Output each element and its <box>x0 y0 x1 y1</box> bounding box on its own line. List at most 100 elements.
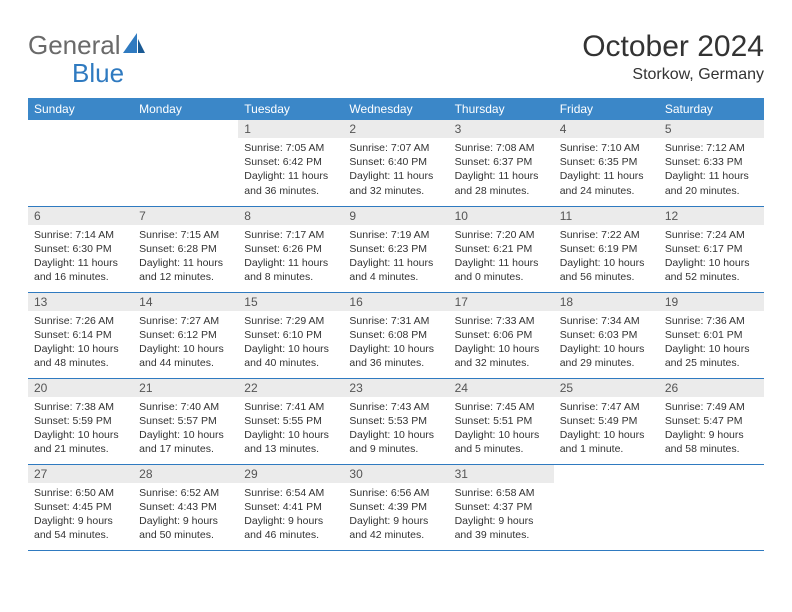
sunrise-text: Sunrise: 7:20 AM <box>455 228 548 242</box>
daylight-text: Daylight: 11 hours and 28 minutes. <box>455 169 548 197</box>
sunrise-text: Sunrise: 7:24 AM <box>665 228 758 242</box>
daylight-text: Daylight: 9 hours and 54 minutes. <box>34 514 127 542</box>
day-details: Sunrise: 6:52 AMSunset: 4:43 PMDaylight:… <box>133 483 238 547</box>
day-number: 16 <box>343 293 448 311</box>
day-details: Sunrise: 7:07 AMSunset: 6:40 PMDaylight:… <box>343 138 448 202</box>
day-details: Sunrise: 7:20 AMSunset: 6:21 PMDaylight:… <box>449 225 554 289</box>
calendar-day-cell: 5Sunrise: 7:12 AMSunset: 6:33 PMDaylight… <box>659 120 764 206</box>
sunrise-text: Sunrise: 7:27 AM <box>139 314 232 328</box>
daylight-text: Daylight: 10 hours and 5 minutes. <box>455 428 548 456</box>
calendar-day-cell: 7Sunrise: 7:15 AMSunset: 6:28 PMDaylight… <box>133 206 238 292</box>
sunrise-text: Sunrise: 7:07 AM <box>349 141 442 155</box>
day-details: Sunrise: 7:41 AMSunset: 5:55 PMDaylight:… <box>238 397 343 461</box>
daylight-text: Daylight: 10 hours and 48 minutes. <box>34 342 127 370</box>
calendar-day-cell: 27Sunrise: 6:50 AMSunset: 4:45 PMDayligh… <box>28 464 133 550</box>
sunset-text: Sunset: 6:08 PM <box>349 328 442 342</box>
day-details: Sunrise: 7:22 AMSunset: 6:19 PMDaylight:… <box>554 225 659 289</box>
sunset-text: Sunset: 5:53 PM <box>349 414 442 428</box>
daylight-text: Daylight: 11 hours and 24 minutes. <box>560 169 653 197</box>
header: General October 2024 Storkow, Germany <box>28 30 764 84</box>
day-number: 13 <box>28 293 133 311</box>
sunset-text: Sunset: 4:39 PM <box>349 500 442 514</box>
daylight-text: Daylight: 11 hours and 4 minutes. <box>349 256 442 284</box>
daylight-text: Daylight: 9 hours and 42 minutes. <box>349 514 442 542</box>
sunset-text: Sunset: 4:41 PM <box>244 500 337 514</box>
page-subtitle: Storkow, Germany <box>582 66 764 84</box>
day-number: 27 <box>28 465 133 483</box>
day-number: 25 <box>554 379 659 397</box>
calendar-day-cell: 25Sunrise: 7:47 AMSunset: 5:49 PMDayligh… <box>554 378 659 464</box>
sunset-text: Sunset: 6:35 PM <box>560 155 653 169</box>
sunset-text: Sunset: 6:10 PM <box>244 328 337 342</box>
day-details: Sunrise: 7:12 AMSunset: 6:33 PMDaylight:… <box>659 138 764 202</box>
calendar-day-cell: 20Sunrise: 7:38 AMSunset: 5:59 PMDayligh… <box>28 378 133 464</box>
calendar-day-cell: .. <box>133 120 238 206</box>
sunset-text: Sunset: 5:49 PM <box>560 414 653 428</box>
sunset-text: Sunset: 5:59 PM <box>34 414 127 428</box>
day-details: Sunrise: 7:29 AMSunset: 6:10 PMDaylight:… <box>238 311 343 375</box>
day-number: 21 <box>133 379 238 397</box>
sunset-text: Sunset: 6:14 PM <box>34 328 127 342</box>
calendar-day-cell: 29Sunrise: 6:54 AMSunset: 4:41 PMDayligh… <box>238 464 343 550</box>
page-title: October 2024 <box>582 30 764 64</box>
sunrise-text: Sunrise: 6:58 AM <box>455 486 548 500</box>
day-number: 12 <box>659 207 764 225</box>
calendar-day-cell: 16Sunrise: 7:31 AMSunset: 6:08 PMDayligh… <box>343 292 448 378</box>
calendar-day-cell: 24Sunrise: 7:45 AMSunset: 5:51 PMDayligh… <box>449 378 554 464</box>
day-details: Sunrise: 7:31 AMSunset: 6:08 PMDaylight:… <box>343 311 448 375</box>
sunset-text: Sunset: 6:03 PM <box>560 328 653 342</box>
calendar-day-cell: 3Sunrise: 7:08 AMSunset: 6:37 PMDaylight… <box>449 120 554 206</box>
daylight-text: Daylight: 10 hours and 9 minutes. <box>349 428 442 456</box>
day-number: 9 <box>343 207 448 225</box>
sunset-text: Sunset: 6:23 PM <box>349 242 442 256</box>
day-number: 2 <box>343 120 448 138</box>
day-details: Sunrise: 7:15 AMSunset: 6:28 PMDaylight:… <box>133 225 238 289</box>
daylight-text: Daylight: 11 hours and 8 minutes. <box>244 256 337 284</box>
day-number: 19 <box>659 293 764 311</box>
calendar-day-cell: 21Sunrise: 7:40 AMSunset: 5:57 PMDayligh… <box>133 378 238 464</box>
sunrise-text: Sunrise: 7:17 AM <box>244 228 337 242</box>
day-details: Sunrise: 7:17 AMSunset: 6:26 PMDaylight:… <box>238 225 343 289</box>
sunrise-text: Sunrise: 7:47 AM <box>560 400 653 414</box>
day-details: Sunrise: 7:34 AMSunset: 6:03 PMDaylight:… <box>554 311 659 375</box>
title-block: October 2024 Storkow, Germany <box>582 30 764 84</box>
daylight-text: Daylight: 10 hours and 21 minutes. <box>34 428 127 456</box>
calendar-week-row: 20Sunrise: 7:38 AMSunset: 5:59 PMDayligh… <box>28 378 764 464</box>
sunset-text: Sunset: 6:19 PM <box>560 242 653 256</box>
daylight-text: Daylight: 11 hours and 0 minutes. <box>455 256 548 284</box>
sunset-text: Sunset: 6:01 PM <box>665 328 758 342</box>
day-details: Sunrise: 7:47 AMSunset: 5:49 PMDaylight:… <box>554 397 659 461</box>
sunset-text: Sunset: 6:40 PM <box>349 155 442 169</box>
day-number: 7 <box>133 207 238 225</box>
sunset-text: Sunset: 4:37 PM <box>455 500 548 514</box>
calendar-day-cell: 14Sunrise: 7:27 AMSunset: 6:12 PMDayligh… <box>133 292 238 378</box>
calendar-day-cell: 15Sunrise: 7:29 AMSunset: 6:10 PMDayligh… <box>238 292 343 378</box>
day-details: Sunrise: 7:24 AMSunset: 6:17 PMDaylight:… <box>659 225 764 289</box>
sunrise-text: Sunrise: 7:08 AM <box>455 141 548 155</box>
calendar-week-row: 13Sunrise: 7:26 AMSunset: 6:14 PMDayligh… <box>28 292 764 378</box>
weekday-header: Tuesday <box>238 98 343 120</box>
day-details: Sunrise: 7:19 AMSunset: 6:23 PMDaylight:… <box>343 225 448 289</box>
sunset-text: Sunset: 5:51 PM <box>455 414 548 428</box>
daylight-text: Daylight: 10 hours and 32 minutes. <box>455 342 548 370</box>
sunrise-text: Sunrise: 7:15 AM <box>139 228 232 242</box>
logo-line2: Blue <box>28 58 124 89</box>
sunset-text: Sunset: 6:30 PM <box>34 242 127 256</box>
day-number: 14 <box>133 293 238 311</box>
sunset-text: Sunset: 6:12 PM <box>139 328 232 342</box>
day-number: 23 <box>343 379 448 397</box>
calendar-day-cell: 4Sunrise: 7:10 AMSunset: 6:35 PMDaylight… <box>554 120 659 206</box>
sunrise-text: Sunrise: 7:49 AM <box>665 400 758 414</box>
sunset-text: Sunset: 4:45 PM <box>34 500 127 514</box>
calendar-week-row: 27Sunrise: 6:50 AMSunset: 4:45 PMDayligh… <box>28 464 764 550</box>
day-number: 26 <box>659 379 764 397</box>
weekday-header: Friday <box>554 98 659 120</box>
logo-text-2: Blue <box>72 58 124 89</box>
sunset-text: Sunset: 6:26 PM <box>244 242 337 256</box>
day-number: 8 <box>238 207 343 225</box>
day-details: Sunrise: 7:26 AMSunset: 6:14 PMDaylight:… <box>28 311 133 375</box>
calendar-table: SundayMondayTuesdayWednesdayThursdayFrid… <box>28 98 764 551</box>
daylight-text: Daylight: 11 hours and 16 minutes. <box>34 256 127 284</box>
daylight-text: Daylight: 10 hours and 17 minutes. <box>139 428 232 456</box>
sunrise-text: Sunrise: 7:33 AM <box>455 314 548 328</box>
